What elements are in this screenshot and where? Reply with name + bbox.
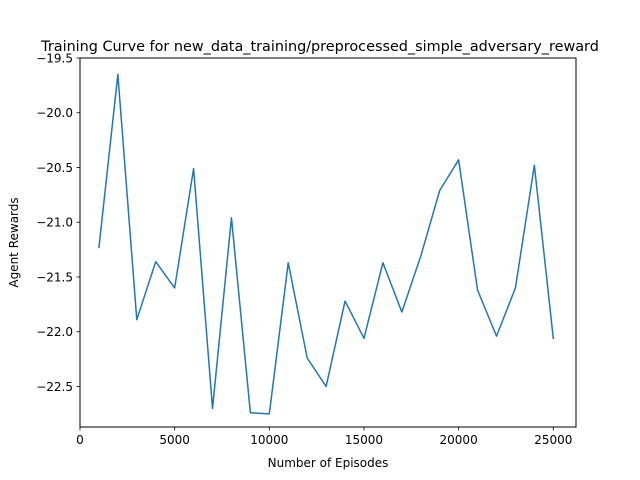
y-tick-label: −22.5 bbox=[36, 380, 73, 394]
x-tick-label: 10000 bbox=[250, 433, 288, 447]
x-tick-label: 25000 bbox=[534, 433, 572, 447]
y-axis-label: Agent Rewards bbox=[7, 197, 21, 287]
plot-frame bbox=[79, 57, 577, 428]
x-axis-label: Number of Episodes bbox=[268, 456, 389, 470]
y-tick-label: −22.0 bbox=[36, 325, 73, 339]
x-tick-label: 15000 bbox=[345, 433, 383, 447]
y-axis: −19.5 −20.0 −20.5 −21.0 −21.5 −22.0 −22.5 bbox=[36, 52, 80, 394]
y-tick-label: −21.0 bbox=[36, 216, 73, 230]
series-line-1 bbox=[98, 73, 555, 415]
x-tick-label: 20000 bbox=[440, 433, 478, 447]
plot-series bbox=[98, 73, 555, 415]
x-tick-label: 0 bbox=[76, 433, 84, 447]
y-tick-label: −21.5 bbox=[36, 270, 73, 284]
y-tick-label: −19.5 bbox=[36, 52, 73, 66]
x-axis: 0 5000 10000 15000 20000 25000 bbox=[76, 427, 572, 447]
chart-title: Training Curve for new_data_training/pre… bbox=[40, 39, 599, 55]
y-tick-label: −20.5 bbox=[36, 161, 73, 175]
y-tick-label: −20.0 bbox=[36, 106, 73, 120]
x-tick-label: 5000 bbox=[159, 433, 190, 447]
